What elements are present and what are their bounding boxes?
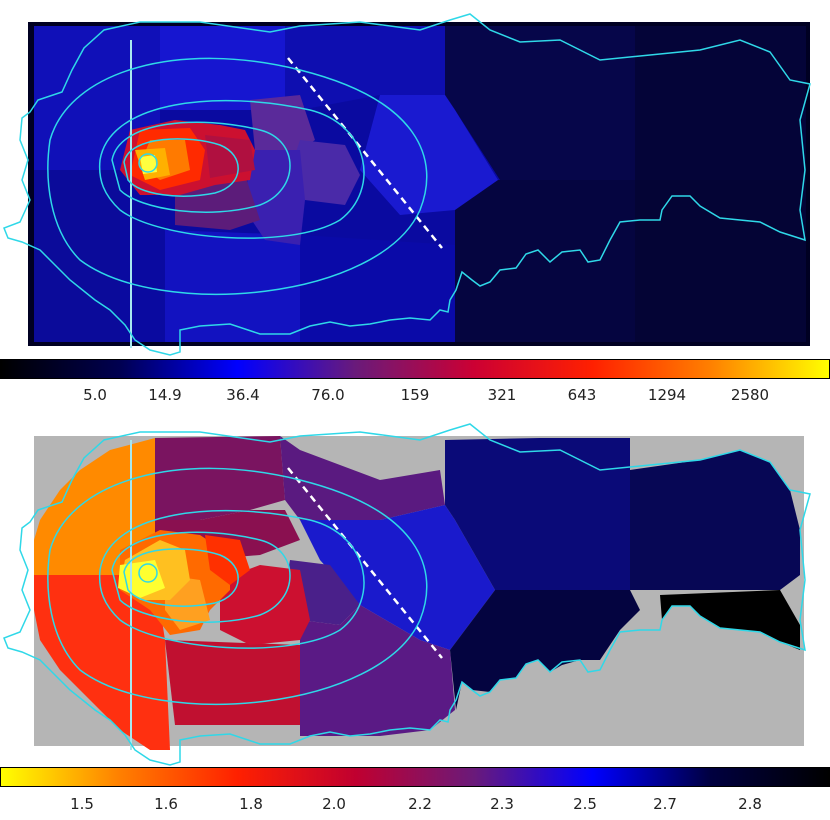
- cell: [140, 155, 157, 174]
- colorbar-tick-label: 2.3: [490, 795, 514, 813]
- cell: [360, 95, 498, 215]
- cell: [285, 26, 445, 110]
- cell: [205, 135, 255, 178]
- ratio-map-cells: [34, 436, 800, 750]
- contours: [3, 423, 811, 766]
- colorbar-tick-label: 321: [487, 386, 517, 404]
- cell: [245, 150, 305, 245]
- contour-peak: [138, 563, 158, 583]
- contours: [3, 13, 811, 356]
- colorbar-tick-label: 76.0: [311, 386, 345, 404]
- contour-level-4: [111, 531, 291, 623]
- colorbar-tick-label: 159: [400, 386, 430, 404]
- colorbar-tick-label: 2580: [730, 386, 770, 404]
- ratio-colorbar-ticks: 1.5 1.6 1.8 2.0 2.2 2.3 2.5 2.7 2.8: [0, 795, 830, 817]
- cell: [445, 438, 630, 590]
- colorbar-tick-label: 2.7: [653, 795, 677, 813]
- cell: [165, 230, 300, 342]
- cell: [635, 180, 806, 342]
- colorbar-tick-label: 1.8: [239, 795, 263, 813]
- contour-outer: [3, 13, 811, 356]
- colorbar-tick-label: 14.9: [148, 386, 182, 404]
- contour-peak: [138, 153, 158, 173]
- contour-level-3: [98, 509, 365, 649]
- colorbar-tick-label: 2.5: [573, 795, 597, 813]
- cell: [280, 436, 445, 520]
- colorbar-tick-label: 643: [567, 386, 597, 404]
- cell: [290, 140, 360, 205]
- ratio-map: [3, 423, 811, 766]
- colorbar-tick-label: 1.6: [154, 795, 178, 813]
- colorbar-tick-label: 36.4: [226, 386, 260, 404]
- intensity-colorbar: [0, 359, 830, 379]
- cell: [165, 640, 300, 725]
- cell: [300, 605, 455, 736]
- colorbar-tick-label: 2.2: [408, 795, 432, 813]
- intensity-map-cells: [34, 26, 806, 342]
- colorbar-tick-label: 5.0: [83, 386, 107, 404]
- intensity-map: [3, 13, 811, 356]
- intensity-colorbar-ticks: 5.0 14.9 36.4 76.0 159 321 643 1294 2580: [0, 386, 830, 408]
- cell: [455, 180, 635, 342]
- cell: [250, 95, 315, 150]
- cell: [34, 438, 155, 575]
- cell: [34, 26, 160, 170]
- cell: [220, 565, 310, 645]
- contour-level-5: [123, 548, 239, 607]
- cell: [635, 26, 806, 180]
- colorbar-tick-label: 1.5: [70, 795, 94, 813]
- cell: [34, 575, 170, 750]
- colorbar-tick-label: 2.0: [322, 795, 346, 813]
- cell: [155, 436, 285, 520]
- contour-level-5: [123, 138, 239, 197]
- dashed-line: [287, 467, 443, 659]
- contour-level-3: [98, 99, 365, 239]
- colorbar-tick-label: 1294: [647, 386, 687, 404]
- cell: [450, 590, 640, 710]
- cell: [205, 535, 250, 585]
- dashed-line: [287, 57, 443, 249]
- colorbar-tick-label: 2.8: [738, 795, 762, 813]
- cell: [630, 450, 800, 590]
- contour-outer: [3, 423, 811, 766]
- contour-level-4: [111, 121, 291, 213]
- cell: [660, 590, 800, 650]
- cell: [160, 26, 285, 110]
- contour-level-2: [47, 467, 428, 706]
- cell: [445, 26, 635, 180]
- cell: [300, 235, 455, 342]
- cell: [300, 505, 495, 650]
- contour-level-2: [47, 57, 428, 296]
- ratio-colorbar: [0, 767, 830, 787]
